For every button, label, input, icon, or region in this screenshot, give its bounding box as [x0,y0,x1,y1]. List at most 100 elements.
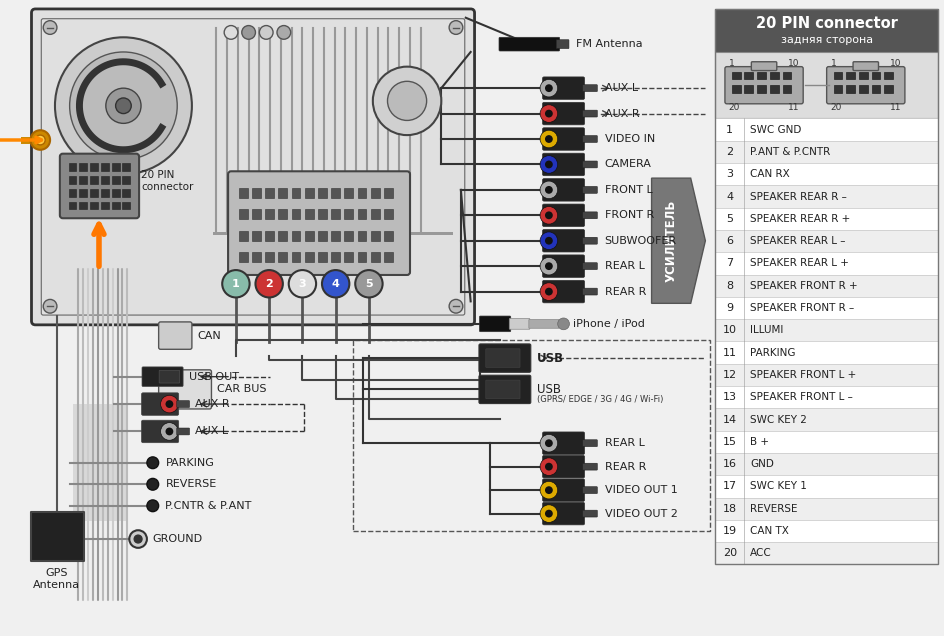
Bar [331,188,340,198]
FancyBboxPatch shape [509,319,530,329]
Circle shape [129,530,146,548]
FancyBboxPatch shape [177,401,189,408]
Circle shape [43,300,57,313]
Text: CAN TX: CAN TX [750,526,788,536]
Bar [744,85,752,93]
FancyBboxPatch shape [542,102,584,125]
Circle shape [106,88,141,123]
FancyBboxPatch shape [542,432,584,455]
Text: (GPRS/ EDGE / 3G / 4G / Wi-Fi): (GPRS/ EDGE / 3G / 4G / Wi-Fi) [536,395,663,404]
Bar [292,252,300,262]
Bar [278,231,287,241]
Text: GROUND: GROUND [153,534,203,544]
Text: 10: 10 [888,59,900,67]
Circle shape [289,270,316,298]
Bar [858,85,867,93]
Bar [123,202,130,209]
Circle shape [165,400,173,408]
Bar [123,163,130,171]
Bar [715,52,937,118]
Bar [90,163,98,171]
Circle shape [540,130,557,148]
Circle shape [545,109,552,118]
Text: P.CNTR & P.ANT: P.CNTR & P.ANT [165,501,252,511]
Bar [30,511,84,560]
Text: SWC GND: SWC GND [750,125,801,135]
Text: VIDEO OUT 1: VIDEO OUT 1 [604,485,677,495]
Circle shape [242,25,255,39]
Bar [73,404,127,522]
Text: 3: 3 [726,169,733,179]
Circle shape [160,395,178,413]
Bar [101,202,109,209]
Bar [239,209,247,219]
Circle shape [448,300,463,313]
Circle shape [540,105,557,122]
Bar [769,71,778,80]
Bar [715,386,937,408]
Bar [292,188,300,198]
Circle shape [134,535,142,543]
FancyBboxPatch shape [542,128,584,150]
Bar [782,71,791,80]
Text: 3: 3 [298,279,306,289]
Bar [79,163,87,171]
Text: задняя сторона: задняя сторона [780,35,872,45]
Text: 11: 11 [888,103,900,112]
Bar [265,231,274,241]
Text: 15: 15 [722,437,736,447]
Text: VIDEO OUT 2: VIDEO OUT 2 [604,509,677,518]
Circle shape [540,181,557,198]
FancyBboxPatch shape [542,280,584,303]
Text: CAMERA: CAMERA [604,160,650,169]
Bar [331,252,340,262]
Circle shape [540,156,557,173]
Circle shape [545,135,552,143]
Bar [833,85,841,93]
Bar [265,209,274,219]
FancyBboxPatch shape [485,380,519,399]
Text: REAR R: REAR R [604,462,646,472]
Circle shape [146,500,159,511]
FancyBboxPatch shape [582,263,597,270]
Text: 18: 18 [722,504,736,514]
Circle shape [115,98,131,114]
Text: FRONT L: FRONT L [604,185,651,195]
FancyBboxPatch shape [498,38,559,51]
Circle shape [373,67,441,135]
Text: 5: 5 [726,214,733,224]
Bar [331,209,340,219]
Bar [239,252,247,262]
Circle shape [540,258,557,275]
Text: CAN: CAN [197,331,221,341]
Circle shape [70,52,177,160]
FancyBboxPatch shape [582,85,597,92]
Bar [884,85,892,93]
FancyBboxPatch shape [724,67,802,104]
Bar [769,85,778,93]
Bar [715,475,937,497]
Bar [370,252,379,262]
Bar [252,231,261,241]
Bar [213,232,452,235]
Bar [345,209,353,219]
Bar [79,176,87,184]
FancyBboxPatch shape [582,288,597,295]
Bar [383,252,393,262]
Text: REVERSE: REVERSE [165,480,216,489]
Text: AUX R: AUX R [194,399,229,409]
Bar [305,188,313,198]
Text: 20: 20 [830,103,841,112]
Circle shape [259,25,273,39]
Text: CAR BUS: CAR BUS [217,384,266,394]
Bar [111,202,119,209]
Bar [357,252,366,262]
Circle shape [545,211,552,219]
Text: SPEAKER FRONT L +: SPEAKER FRONT L + [750,370,855,380]
Circle shape [540,458,557,476]
Circle shape [557,318,569,329]
FancyBboxPatch shape [582,110,597,117]
Circle shape [448,21,463,34]
Text: ILLUMI: ILLUMI [750,326,783,335]
Circle shape [43,21,57,34]
